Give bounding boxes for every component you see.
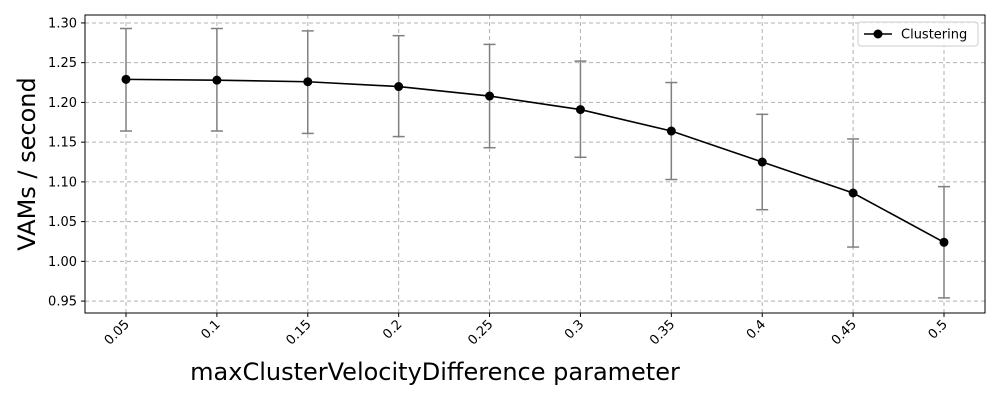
legend-marker: [873, 29, 883, 39]
data-point: [848, 188, 858, 198]
error-bars: [120, 27, 950, 299]
data-point: [939, 237, 949, 247]
legend-label-clustering: Clustering: [901, 28, 967, 43]
x-axis-ticks: 0.05 0.1 0.15 0.2 0.25 0.3 0.35 0.4 0.45 0.5: [102, 313, 951, 348]
data-point: [666, 126, 676, 136]
x-tick-label: 0.4: [744, 317, 769, 342]
series-clustering: [121, 74, 949, 247]
x-tick-label: 0.05: [102, 317, 133, 348]
y-tick-label: 1.10: [48, 175, 77, 190]
y-tick-label: 1.20: [48, 96, 77, 111]
y-tick-label: 1.25: [48, 56, 77, 71]
legend-box: [857, 21, 979, 47]
x-tick-label: 0.5: [926, 317, 951, 342]
legend: Clustering: [857, 21, 979, 47]
grid: [85, 15, 985, 313]
x-tick-label: 0.35: [647, 317, 678, 348]
x-tick-label: 0.1: [198, 317, 223, 342]
data-point: [121, 74, 131, 84]
y-tick-label: 1.05: [48, 215, 77, 230]
x-tick-label: 0.25: [465, 317, 496, 348]
x-tick-label: 0.3: [562, 317, 587, 342]
x-tick-label: 0.45: [829, 317, 860, 348]
y-axis-ticks: 0.95 1.00 1.05 1.10 1.15 1.20 1.25 1.30: [48, 16, 85, 310]
y-tick-label: 1.15: [48, 136, 77, 151]
x-tick-label: 0.2: [380, 317, 405, 342]
y-axis-title: VAMs / second: [13, 77, 41, 250]
y-tick-label: 1.00: [48, 255, 77, 270]
data-point: [575, 105, 585, 115]
data-point: [485, 91, 495, 101]
x-tick-label: 0.15: [284, 317, 315, 348]
series-line: [125, 78, 945, 243]
x-axis-title: maxClusterVelocityDifference parameter: [190, 358, 680, 386]
y-tick-label: 1.30: [48, 16, 77, 31]
data-point: [212, 75, 222, 85]
data-point: [757, 157, 767, 167]
data-point: [303, 77, 313, 87]
data-point: [394, 82, 404, 92]
y-tick-label: 0.95: [48, 295, 77, 310]
plot-frame: [84, 14, 986, 314]
